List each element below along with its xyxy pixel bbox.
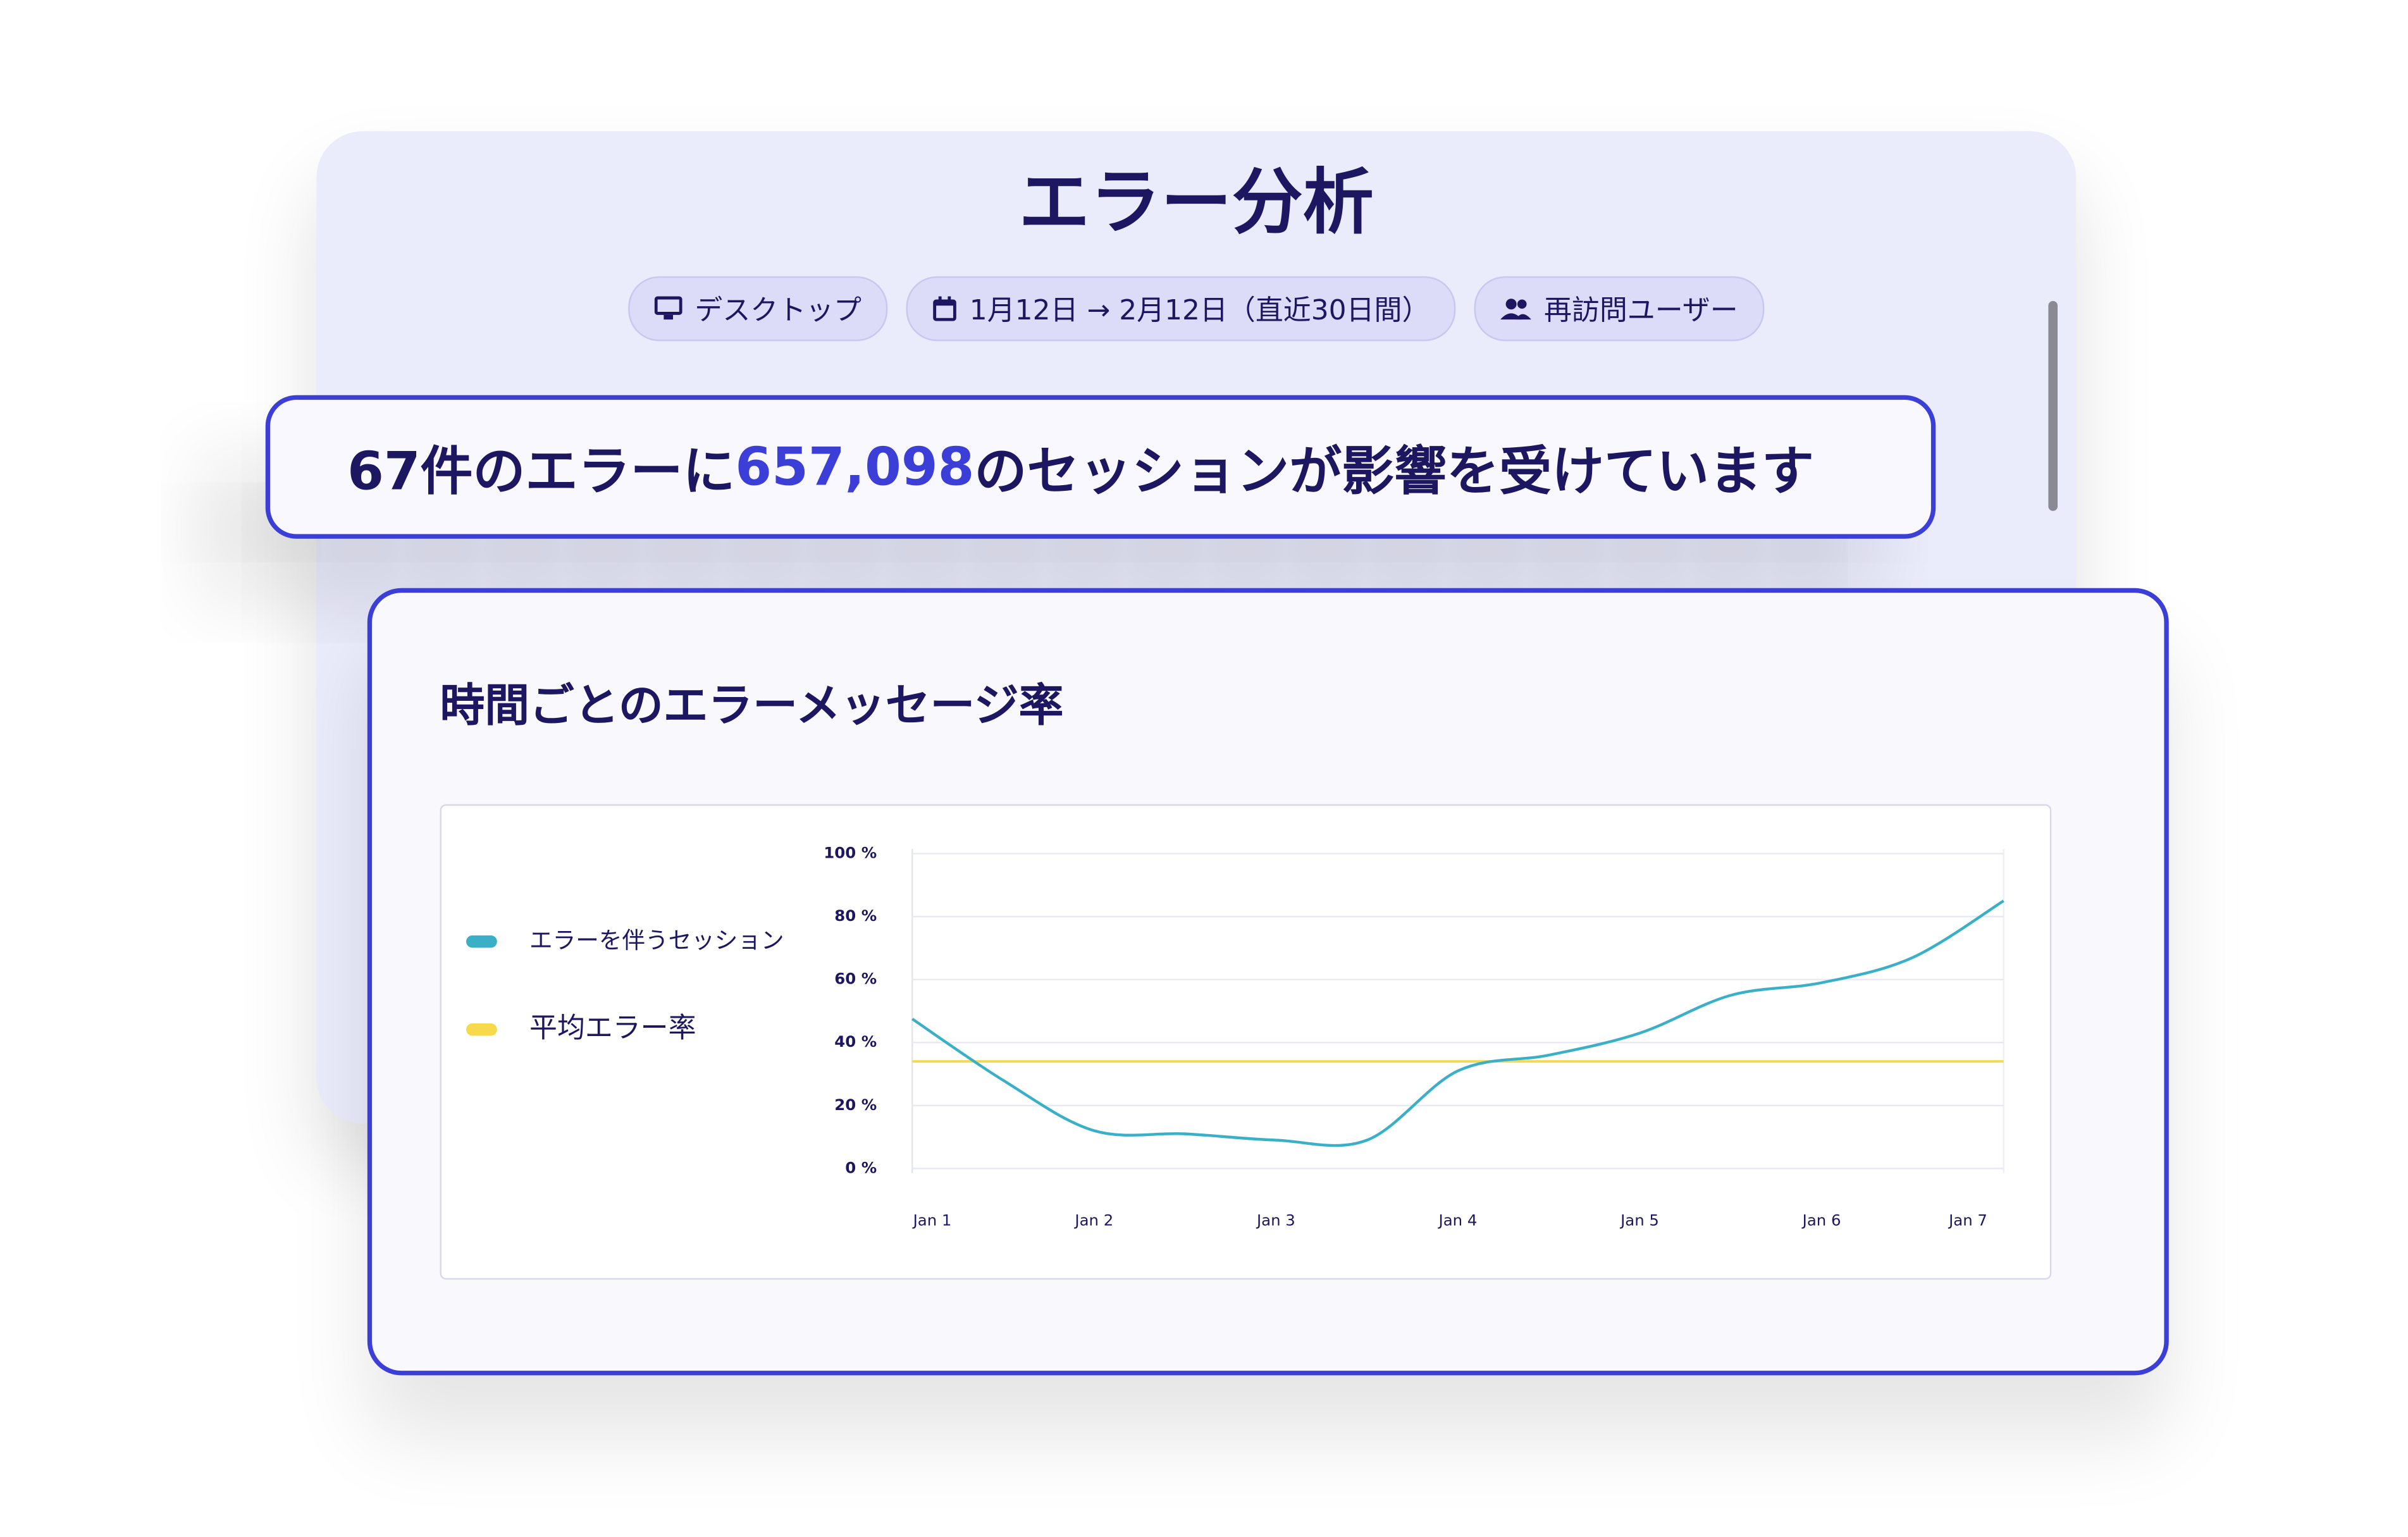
x-tick-label: Jan 7: [1948, 1211, 1987, 1229]
x-tick-label: Jan 4: [1438, 1211, 1478, 1229]
legend-label: エラーを伴うセッション: [529, 927, 784, 954]
filter-pill[interactable]: デスクトップ: [628, 276, 888, 342]
page-title: エラー分析: [1018, 160, 1374, 244]
calendar-icon: [933, 296, 957, 321]
chart-title: 時間ごとのエラーメッセージ率: [440, 679, 1064, 732]
x-tick-label: Jan 5: [1619, 1211, 1659, 1229]
headline: 67件のエラーに 657,098 のセッションが影響を受けています: [265, 395, 1936, 539]
filter-bar: デスクトップ 1月12日 → 2月12日（直近30日間） 再訪問ユーザー: [316, 276, 2076, 342]
x-tick-label: Jan 6: [1801, 1211, 1841, 1229]
legend-label: 平均エラー率: [529, 1012, 696, 1044]
filter-label: デスクトップ: [695, 295, 861, 328]
data-line: [911, 899, 2004, 1147]
x-tick-label: Jan 3: [1256, 1211, 1295, 1229]
y-tick-label: 60 %: [834, 970, 877, 988]
legend-swatch: [466, 1023, 497, 1036]
filter-label: 再訪問ユーザー: [1544, 295, 1738, 328]
y-tick-label: 80 %: [834, 906, 877, 925]
y-tick-label: 0 %: [845, 1158, 877, 1176]
filter-label: 1月12日 → 2月12日（直近30日間）: [969, 295, 1430, 328]
filter-pill[interactable]: 1月12日 → 2月12日（直近30日間）: [906, 276, 1456, 342]
headline-text: のセッションが影響を受けています: [974, 441, 1814, 503]
filter-pill[interactable]: 再訪問ユーザー: [1474, 276, 1765, 342]
desktop-icon: [654, 296, 682, 320]
y-tick-label: 40 %: [834, 1032, 877, 1051]
users-icon: [1500, 299, 1532, 320]
x-tick-label: Jan 2: [1073, 1211, 1113, 1229]
x-tick-label: Jan 1: [912, 1211, 952, 1229]
legend-swatch: [466, 935, 497, 948]
scrollbar[interactable]: [2048, 300, 2058, 511]
y-tick-label: 20 %: [834, 1096, 877, 1114]
headline-highlight: 657,098: [735, 436, 975, 498]
y-tick-label: 100 %: [824, 844, 877, 862]
headline-text: 67件のエラーに: [347, 441, 736, 503]
